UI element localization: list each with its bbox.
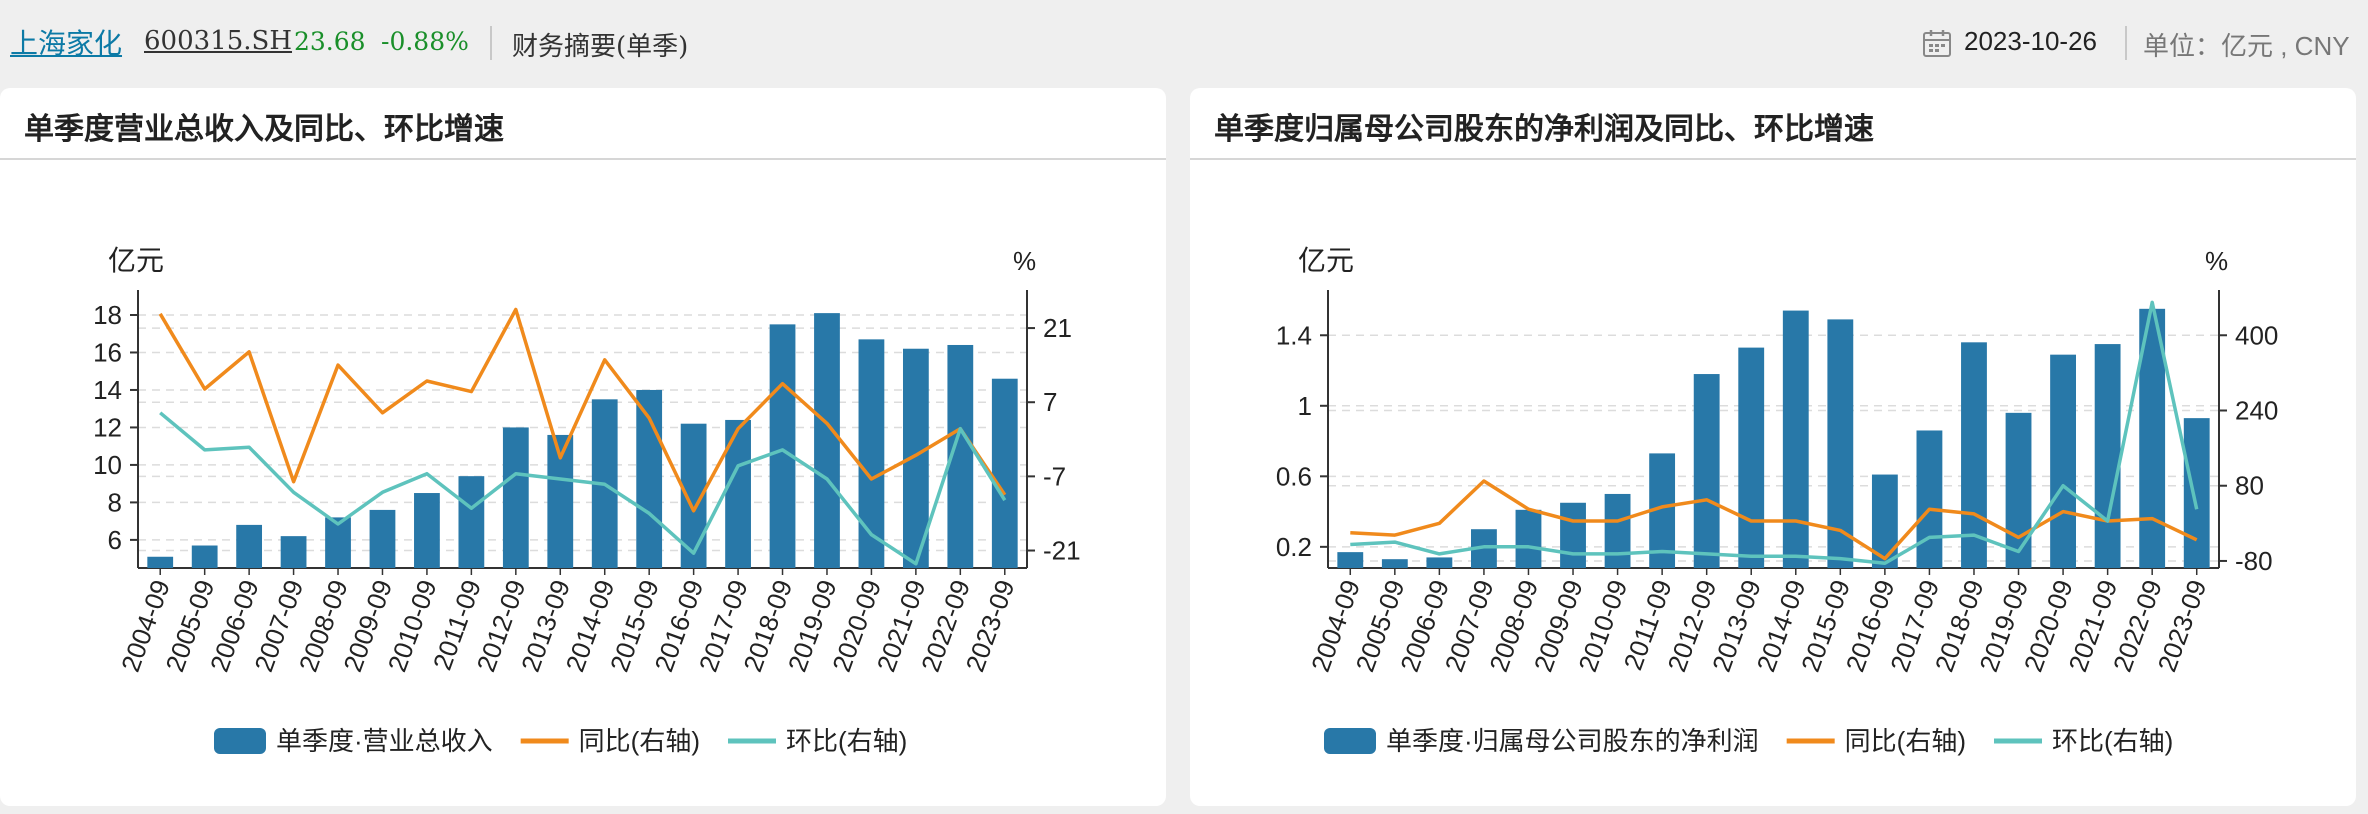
bar	[1604, 493, 1631, 568]
page-title: 财务摘要(单季)	[512, 32, 689, 62]
stock-code-link[interactable]: 600315.SH	[144, 26, 293, 56]
bar	[1827, 319, 1854, 568]
bar	[458, 476, 485, 568]
legend-label: 环比(右轴)	[786, 726, 907, 756]
series-line	[1350, 300, 2199, 566]
bar	[147, 556, 174, 568]
bar	[502, 427, 529, 568]
bar	[2183, 418, 2210, 568]
bar	[1693, 374, 1720, 568]
y-tick-label-right: -80	[2235, 546, 2273, 576]
bar	[414, 493, 440, 568]
bar	[1916, 430, 1943, 568]
series-line	[159, 411, 1007, 566]
stock-name-link[interactable]: 上海家化	[10, 27, 123, 60]
y-tick-label: 18	[93, 300, 122, 330]
legend-swatch	[1324, 728, 1376, 754]
y-tick-label: 8	[108, 487, 122, 517]
stock-header: 上海家化 600315.SH 23.68 -0.88% 财务摘要(单季) 202…	[0, 0, 2368, 86]
bar	[369, 509, 396, 568]
y-tick-label: 0.6	[1276, 461, 1312, 491]
net-profit-chart: 亿元 %0.20.611.4-80802404002004-092005-0920…	[1276, 245, 2279, 756]
y-tick-label: 0.2	[1276, 532, 1312, 562]
legend-label: 单季度·营业总收入	[276, 726, 493, 756]
y-tick-label: 1.4	[1276, 320, 1312, 350]
bar	[2005, 412, 2032, 568]
bar	[1560, 502, 1586, 568]
y-tick-label-right: 240	[2235, 395, 2278, 425]
y-axis-left-label: 亿元	[108, 245, 164, 276]
legend-label: 单季度·归属母公司股东的净利润	[1386, 726, 1759, 756]
divider	[2125, 26, 2127, 60]
y-axis-left-label: 亿元	[1298, 245, 1354, 276]
bar	[325, 517, 351, 568]
net-profit-panel: 单季度归属母公司股东的净利润及同比、环比增速 亿元% 0.2 0.6 1 1.4 -80 8…	[1190, 88, 2356, 806]
y-axis-right-label: %	[1013, 246, 1036, 276]
legend-label: 环比(右轴)	[2052, 726, 2173, 756]
legend-label: 同比(右轴)	[1845, 726, 1966, 756]
y-tick-label-right: -21	[1043, 536, 1081, 566]
bar	[991, 378, 1018, 568]
bar	[2094, 344, 2121, 568]
revenue-panel: 单季度营业总收入及同比、环比增速 亿元% 6 8 10 12 14 16 18 -21 -7 7 21…	[0, 88, 1166, 806]
bar	[191, 545, 218, 568]
bar	[814, 313, 840, 568]
panel-title: 单季度归属母公司股东的净利润及同比、环比增速	[1214, 112, 1874, 147]
y-tick-label: 10	[93, 450, 122, 480]
bar	[1337, 552, 1364, 568]
bar	[280, 536, 307, 568]
y-axis-right-label: %	[2205, 246, 2228, 276]
series-line	[1350, 479, 2198, 561]
y-tick-label-right: -7	[1043, 461, 1066, 491]
series-line	[158, 307, 1007, 513]
bar	[1782, 310, 1809, 568]
bar	[1961, 342, 1987, 568]
bar	[1515, 509, 1542, 568]
y-tick-label: 6	[108, 525, 122, 555]
revenue-chart: 亿元 %681012141618-21-77212004-092005-09200…	[93, 245, 1081, 756]
y-tick-label: 1	[1298, 391, 1312, 421]
bar	[1381, 559, 1408, 568]
legend-swatch	[214, 728, 266, 754]
bar	[769, 324, 796, 568]
panel-title: 单季度营业总收入及同比、环比增速	[24, 112, 504, 147]
y-tick-label: 12	[93, 412, 122, 442]
calendar-icon[interactable]	[1922, 28, 1952, 58]
y-tick-label-right: 7	[1043, 387, 1057, 417]
y-tick-label-right: 21	[1043, 313, 1072, 343]
legend-label: 同比(右轴)	[579, 726, 700, 756]
y-tick-label: 14	[93, 375, 122, 405]
divider	[490, 26, 492, 60]
report-date[interactable]: 2023-10-26	[1964, 26, 2097, 56]
bar	[236, 524, 263, 568]
y-tick-label: 16	[93, 337, 122, 367]
bar	[2050, 354, 2076, 568]
unit-label: 单位：亿元 , CNY	[2143, 31, 2350, 61]
panel-divider	[1190, 158, 2356, 160]
bar	[1738, 347, 1765, 568]
stock-change: -0.88%	[381, 27, 469, 56]
bar	[858, 339, 885, 568]
panel-divider	[0, 158, 1166, 160]
y-tick-label-right: 400	[2235, 320, 2278, 350]
bar	[1426, 557, 1453, 568]
stock-price: 23.68	[294, 27, 366, 56]
y-tick-label-right: 80	[2235, 471, 2264, 501]
